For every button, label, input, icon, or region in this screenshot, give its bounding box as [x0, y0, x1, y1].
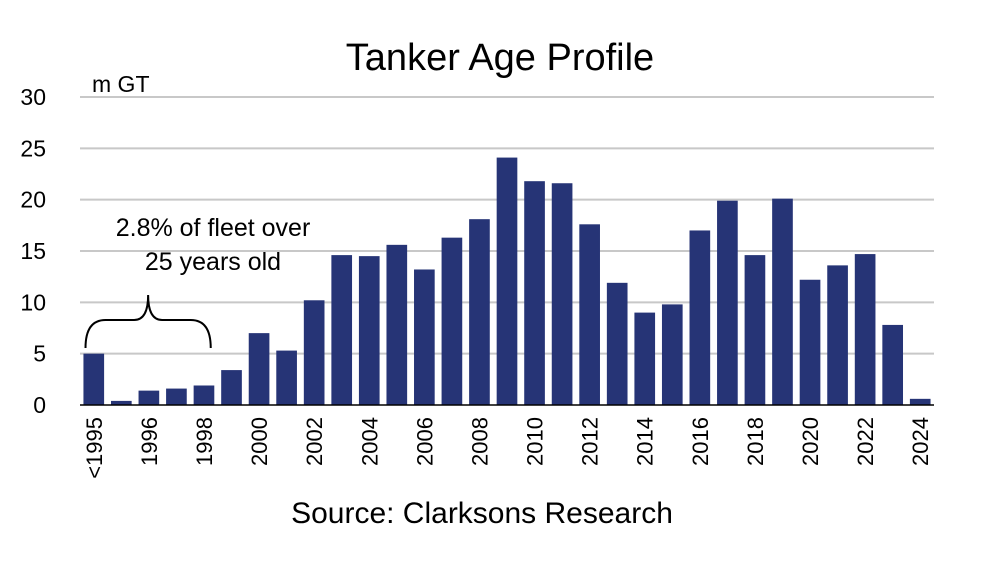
bar-2016	[689, 230, 711, 405]
x-tick-label: 2008	[467, 417, 492, 466]
source-note: Source: Clarksons Research	[291, 497, 673, 530]
bars	[83, 157, 931, 405]
bar-2022	[854, 254, 876, 405]
bar-2013	[606, 282, 628, 405]
bar-2008	[469, 219, 490, 405]
bar-2000	[248, 333, 270, 405]
y-tick-label: 20	[20, 187, 46, 213]
bar-1997	[166, 388, 187, 405]
x-tick-label: 2018	[743, 417, 768, 466]
bar-1999	[221, 370, 242, 405]
y-axis: 0 5 10 15 20 25 30	[20, 84, 46, 418]
x-tick-label: <1995	[82, 417, 107, 479]
bar-1996	[138, 390, 160, 405]
bar-<1995	[83, 353, 105, 405]
x-tick-label: 1998	[192, 417, 217, 466]
y-tick-label: 5	[33, 341, 46, 367]
bar-2020	[799, 279, 821, 405]
y-tick-label: 0	[33, 392, 46, 418]
bar-2002	[303, 300, 325, 405]
annotation-line-2: 25 years old	[145, 248, 281, 276]
bar-1998	[193, 385, 215, 405]
bar-2012	[579, 224, 600, 405]
x-tick-label: 2012	[578, 417, 603, 466]
bar-2014	[634, 312, 656, 405]
x-tick-label: 2004	[357, 417, 382, 466]
bar-2023	[882, 324, 904, 405]
x-axis: <1995 1996 1998 2000 2002 2004 2006 2008 2010 201…	[82, 417, 933, 479]
bar-2004	[358, 256, 380, 405]
x-tick-label: 2014	[633, 417, 658, 466]
x-tick-label: 2006	[412, 417, 437, 466]
x-tick-label: 2022	[853, 417, 878, 466]
bar-2010	[524, 181, 545, 405]
bar-2009	[496, 157, 518, 405]
y-tick-label: 25	[20, 135, 46, 161]
x-tick-label: 2024	[908, 417, 933, 466]
y-tick-label: 30	[20, 84, 46, 110]
bar-2017	[717, 200, 738, 405]
bar-2006	[414, 269, 435, 405]
bar-2001	[276, 350, 297, 405]
bar-2024	[909, 398, 931, 405]
y-unit-label: m GT	[92, 71, 150, 97]
y-tick-label: 15	[20, 238, 46, 264]
bar-2015	[661, 304, 683, 405]
bar-2007	[441, 237, 463, 405]
bar-2018	[744, 255, 766, 405]
bar-2011	[551, 183, 573, 405]
bar-2021	[827, 265, 848, 405]
bar-2003	[331, 255, 353, 405]
x-tick-label: 2016	[688, 417, 713, 466]
x-tick-label: 2020	[798, 417, 823, 466]
y-tick-label: 10	[20, 289, 46, 315]
bar-2019	[772, 198, 793, 405]
x-tick-label: 1996	[137, 417, 162, 466]
x-tick-label: 2010	[523, 417, 548, 466]
annotation-brace	[84, 294, 212, 349]
bar-1995	[110, 400, 132, 405]
annotation-line-1: 2.8% of fleet over	[116, 214, 311, 242]
bar-2005	[386, 244, 408, 405]
x-tick-label: 2000	[247, 417, 272, 466]
x-tick-label: 2002	[302, 417, 327, 466]
chart-title: Tanker Age Profile	[346, 37, 654, 79]
